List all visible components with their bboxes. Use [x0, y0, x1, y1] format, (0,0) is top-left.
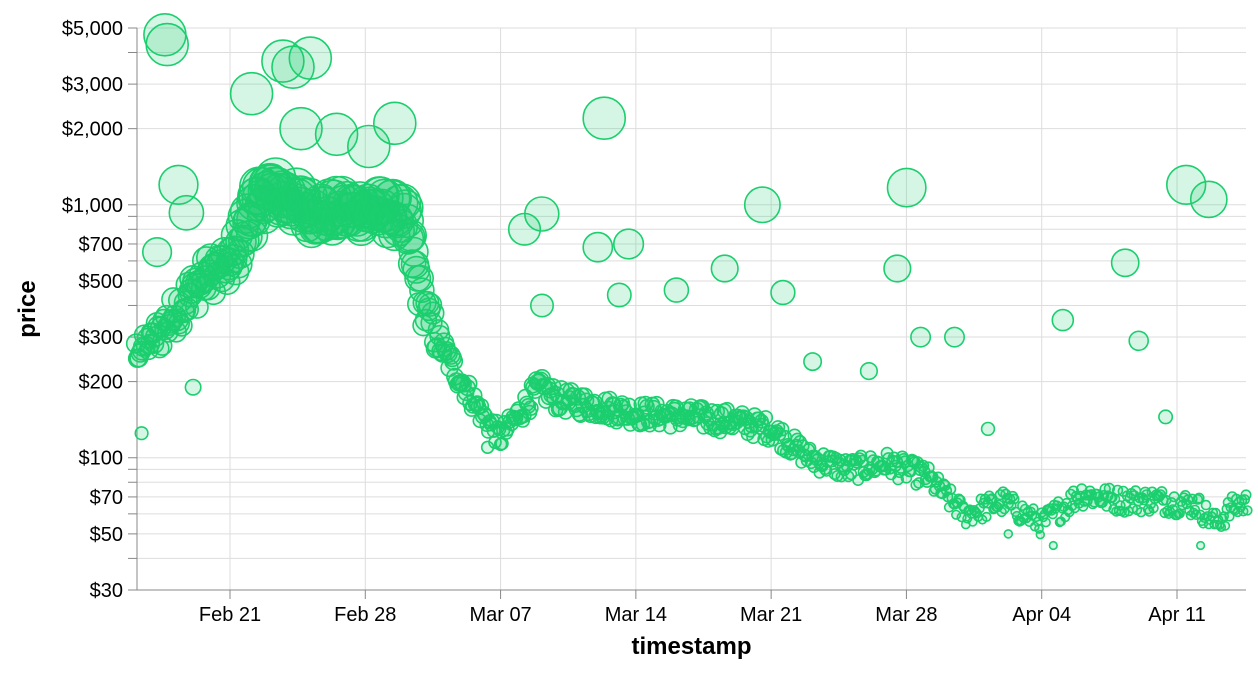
data-point [943, 326, 965, 348]
data-point [883, 254, 912, 283]
data-point [663, 277, 690, 303]
data-point [143, 12, 187, 57]
y-tick-label: $2,000 [62, 119, 123, 141]
data-point [910, 326, 932, 348]
data-point [1028, 503, 1039, 514]
data-point [981, 511, 992, 523]
data-point [184, 378, 202, 396]
x-tick-label: Apr 11 [1148, 604, 1205, 626]
x-tick-label: Mar 14 [605, 604, 667, 626]
data-point [279, 106, 323, 151]
data-point [950, 509, 962, 520]
data-point [582, 231, 614, 263]
data-point [1165, 164, 1207, 206]
data-point [710, 254, 739, 283]
data-point [168, 194, 205, 231]
data-point [288, 36, 333, 80]
data-point [1158, 409, 1174, 425]
data-point [774, 422, 790, 437]
y-tick-label: $70 [90, 487, 123, 509]
data-point [1148, 502, 1159, 514]
data-point [803, 352, 823, 372]
x-tick-label: Apr 04 [1012, 604, 1071, 626]
data-point [859, 362, 879, 381]
data-point [529, 293, 554, 318]
data-points [125, 12, 1253, 551]
data-point [444, 351, 464, 371]
axes: $30 $50 $70 $100 $200 $300 $500 $700 $1,000 $2,00… [62, 18, 1246, 626]
data-point [1240, 489, 1252, 501]
data-point [134, 426, 149, 441]
data-point [1035, 529, 1046, 540]
data-point [944, 483, 957, 495]
data-point [758, 410, 774, 426]
data-point [1200, 499, 1212, 511]
data-point [421, 301, 445, 325]
data-point [582, 96, 627, 140]
data-point [229, 71, 274, 116]
data-point [224, 239, 255, 270]
x-tick-label: Feb 21 [199, 604, 261, 626]
data-point [1174, 508, 1185, 519]
gridlines [137, 27, 1246, 591]
data-point [1195, 540, 1206, 551]
data-point [1110, 248, 1140, 278]
data-point [770, 279, 796, 306]
x-tick-label: Mar 21 [740, 604, 802, 626]
data-point [743, 186, 781, 224]
data-point [418, 292, 443, 317]
y-tick-label: $50 [90, 524, 123, 546]
data-point [1051, 308, 1075, 332]
data-point [149, 338, 170, 359]
data-point [980, 421, 996, 437]
x-tick-label: Feb 28 [334, 604, 396, 626]
y-tick-label: $700 [79, 234, 124, 256]
data-point [1220, 520, 1231, 531]
data-point [346, 124, 391, 169]
data-point [1193, 492, 1205, 504]
y-tick-label: $5,000 [62, 18, 123, 40]
y-tick-label: $200 [79, 372, 124, 394]
data-point [523, 400, 539, 416]
y-tick-label: $30 [90, 580, 123, 602]
data-point [606, 282, 632, 308]
y-tick-label: $1,000 [62, 195, 123, 217]
data-point [142, 237, 173, 268]
data-point [1003, 529, 1014, 539]
y-tick-label: $300 [79, 327, 124, 349]
data-point [372, 101, 417, 146]
data-point [612, 228, 645, 260]
y-tick-label: $100 [79, 448, 124, 470]
x-tick-label: Mar 07 [469, 604, 531, 626]
data-point [900, 471, 913, 484]
data-point [886, 167, 927, 208]
y-tick-label: $3,000 [62, 74, 123, 96]
data-point [1189, 180, 1228, 219]
x-tick-label: Mar 28 [875, 604, 937, 626]
data-point [1128, 330, 1149, 352]
data-point [1040, 517, 1051, 528]
data-point [1008, 493, 1020, 505]
data-point [158, 164, 199, 206]
data-point [523, 196, 560, 232]
data-point [1242, 505, 1253, 516]
data-point [386, 189, 424, 226]
data-point [1048, 540, 1058, 551]
y-tick-label: $500 [79, 271, 124, 293]
y-axis-title: price [14, 280, 41, 337]
data-point [480, 440, 495, 454]
data-point [224, 249, 253, 279]
x-axis-title: timestamp [631, 633, 751, 660]
